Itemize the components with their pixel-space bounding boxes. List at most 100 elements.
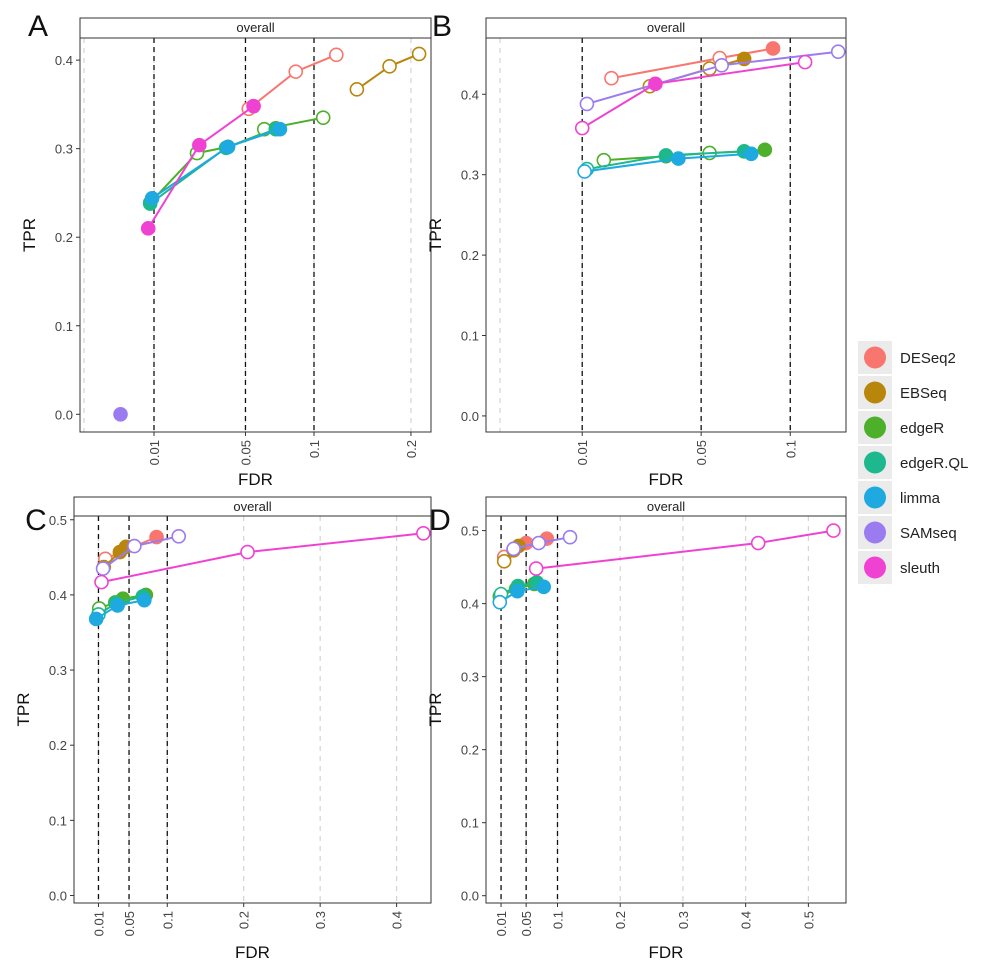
series-samseq <box>506 529 578 557</box>
legend-label: EBSeq <box>900 385 947 402</box>
legend-item-samseq: SAMseq <box>858 516 957 549</box>
x-tick-label: 0.1 <box>307 440 322 458</box>
y-tick-label: 0.4 <box>49 588 67 603</box>
x-axis-title: FDR <box>649 943 684 962</box>
x-tick-label: 0.01 <box>91 911 106 936</box>
series-line <box>536 529 834 570</box>
series-limma <box>577 146 759 179</box>
strip-title: overall <box>236 20 274 35</box>
x-tick-label: 0.05 <box>238 440 253 465</box>
data-point <box>88 611 104 627</box>
data-point <box>536 579 552 595</box>
data-point <box>671 151 686 166</box>
legend-swatch <box>864 521 886 544</box>
legend-item-deseq2: DESeq2 <box>858 341 956 374</box>
series-sleuth <box>528 523 841 576</box>
y-tick-label: 0.0 <box>461 889 479 904</box>
data-point <box>95 561 111 576</box>
x-tick-label: 0.05 <box>122 911 137 936</box>
y-tick-label: 0.3 <box>461 670 479 685</box>
data-point <box>416 525 431 541</box>
y-tick-label: 0.4 <box>55 53 73 68</box>
x-tick-label: 0.2 <box>404 440 419 458</box>
data-point <box>492 594 508 610</box>
panel-letter: D <box>429 504 451 537</box>
y-tick-label: 0.2 <box>55 230 73 245</box>
y-tick-label: 0.1 <box>49 813 67 828</box>
y-axis-title: TPR <box>426 693 445 727</box>
x-tick-label: 0.3 <box>676 911 691 929</box>
legend-swatch <box>864 416 886 439</box>
x-tick-label: 0.1 <box>160 911 175 929</box>
x-tick-label: 0.1 <box>783 440 798 458</box>
series-samseq <box>95 528 187 576</box>
legend-swatch <box>864 346 886 369</box>
data-point <box>110 598 125 613</box>
series-line <box>149 128 277 205</box>
data-point <box>750 535 766 551</box>
legend-label: edgeR.QL <box>900 455 968 472</box>
series-sleuth <box>94 525 431 590</box>
y-axis-title: TPR <box>14 693 33 727</box>
legend-label: DESeq2 <box>900 350 956 367</box>
series-line <box>149 116 324 204</box>
data-point <box>528 561 544 576</box>
legend-item-ebseq: EBSeq <box>858 376 947 409</box>
data-point <box>140 221 156 236</box>
y-tick-label: 0.1 <box>55 319 73 334</box>
y-axis-title: TPR <box>426 218 445 252</box>
y-tick-label: 0.5 <box>49 513 67 528</box>
data-point <box>797 54 813 70</box>
panel-letter: A <box>28 10 48 43</box>
y-tick-label: 0.3 <box>49 663 67 678</box>
strip-title: overall <box>647 20 685 35</box>
x-tick-label: 0.1 <box>550 911 565 929</box>
y-tick-label: 0.2 <box>461 248 479 263</box>
x-tick-label: 0.05 <box>519 911 534 936</box>
data-point <box>604 70 619 86</box>
series-deseq2 <box>604 41 781 86</box>
x-tick-label: 0.05 <box>694 440 709 465</box>
series-sleuth <box>140 98 261 236</box>
data-point <box>757 142 773 158</box>
data-point <box>496 553 512 569</box>
strip-title: overall <box>647 499 685 514</box>
data-point <box>743 146 759 162</box>
series-samseq <box>579 44 846 112</box>
x-tick-label: 0.4 <box>739 911 754 929</box>
y-tick-label: 0.5 <box>461 524 479 539</box>
data-point <box>411 46 427 62</box>
data-point <box>510 583 525 599</box>
y-tick-label: 0.2 <box>461 743 479 758</box>
data-point <box>349 82 365 97</box>
y-axis-title: TPR <box>20 218 39 252</box>
series-limma <box>88 592 152 627</box>
strip-title: overall <box>233 499 271 514</box>
series-sleuth <box>574 54 813 136</box>
data-point <box>382 59 397 74</box>
plot-border <box>79 37 432 433</box>
legend: DESeq2 EBSeq edgeR edgeR.QL limma SAMseq sleut… <box>858 341 968 584</box>
plot-border <box>73 515 432 904</box>
legend-item-edger-ql: edgeR.QL <box>858 446 968 479</box>
y-tick-label: 0.4 <box>461 87 479 102</box>
y-tick-label: 0.0 <box>55 407 73 422</box>
x-tick-label: 0.2 <box>613 911 628 929</box>
data-point <box>329 47 344 63</box>
legend-label: edgeR <box>900 420 944 437</box>
y-tick-label: 0.3 <box>55 142 73 157</box>
x-tick-label: 0.3 <box>313 911 328 929</box>
legend-label: limma <box>900 490 941 507</box>
legend-swatch <box>864 381 886 404</box>
data-point <box>562 529 578 545</box>
data-point <box>648 76 663 92</box>
series-edger <box>142 110 331 210</box>
data-point <box>192 137 207 153</box>
data-point <box>127 538 142 554</box>
legend-item-edger: edgeR <box>858 411 944 444</box>
